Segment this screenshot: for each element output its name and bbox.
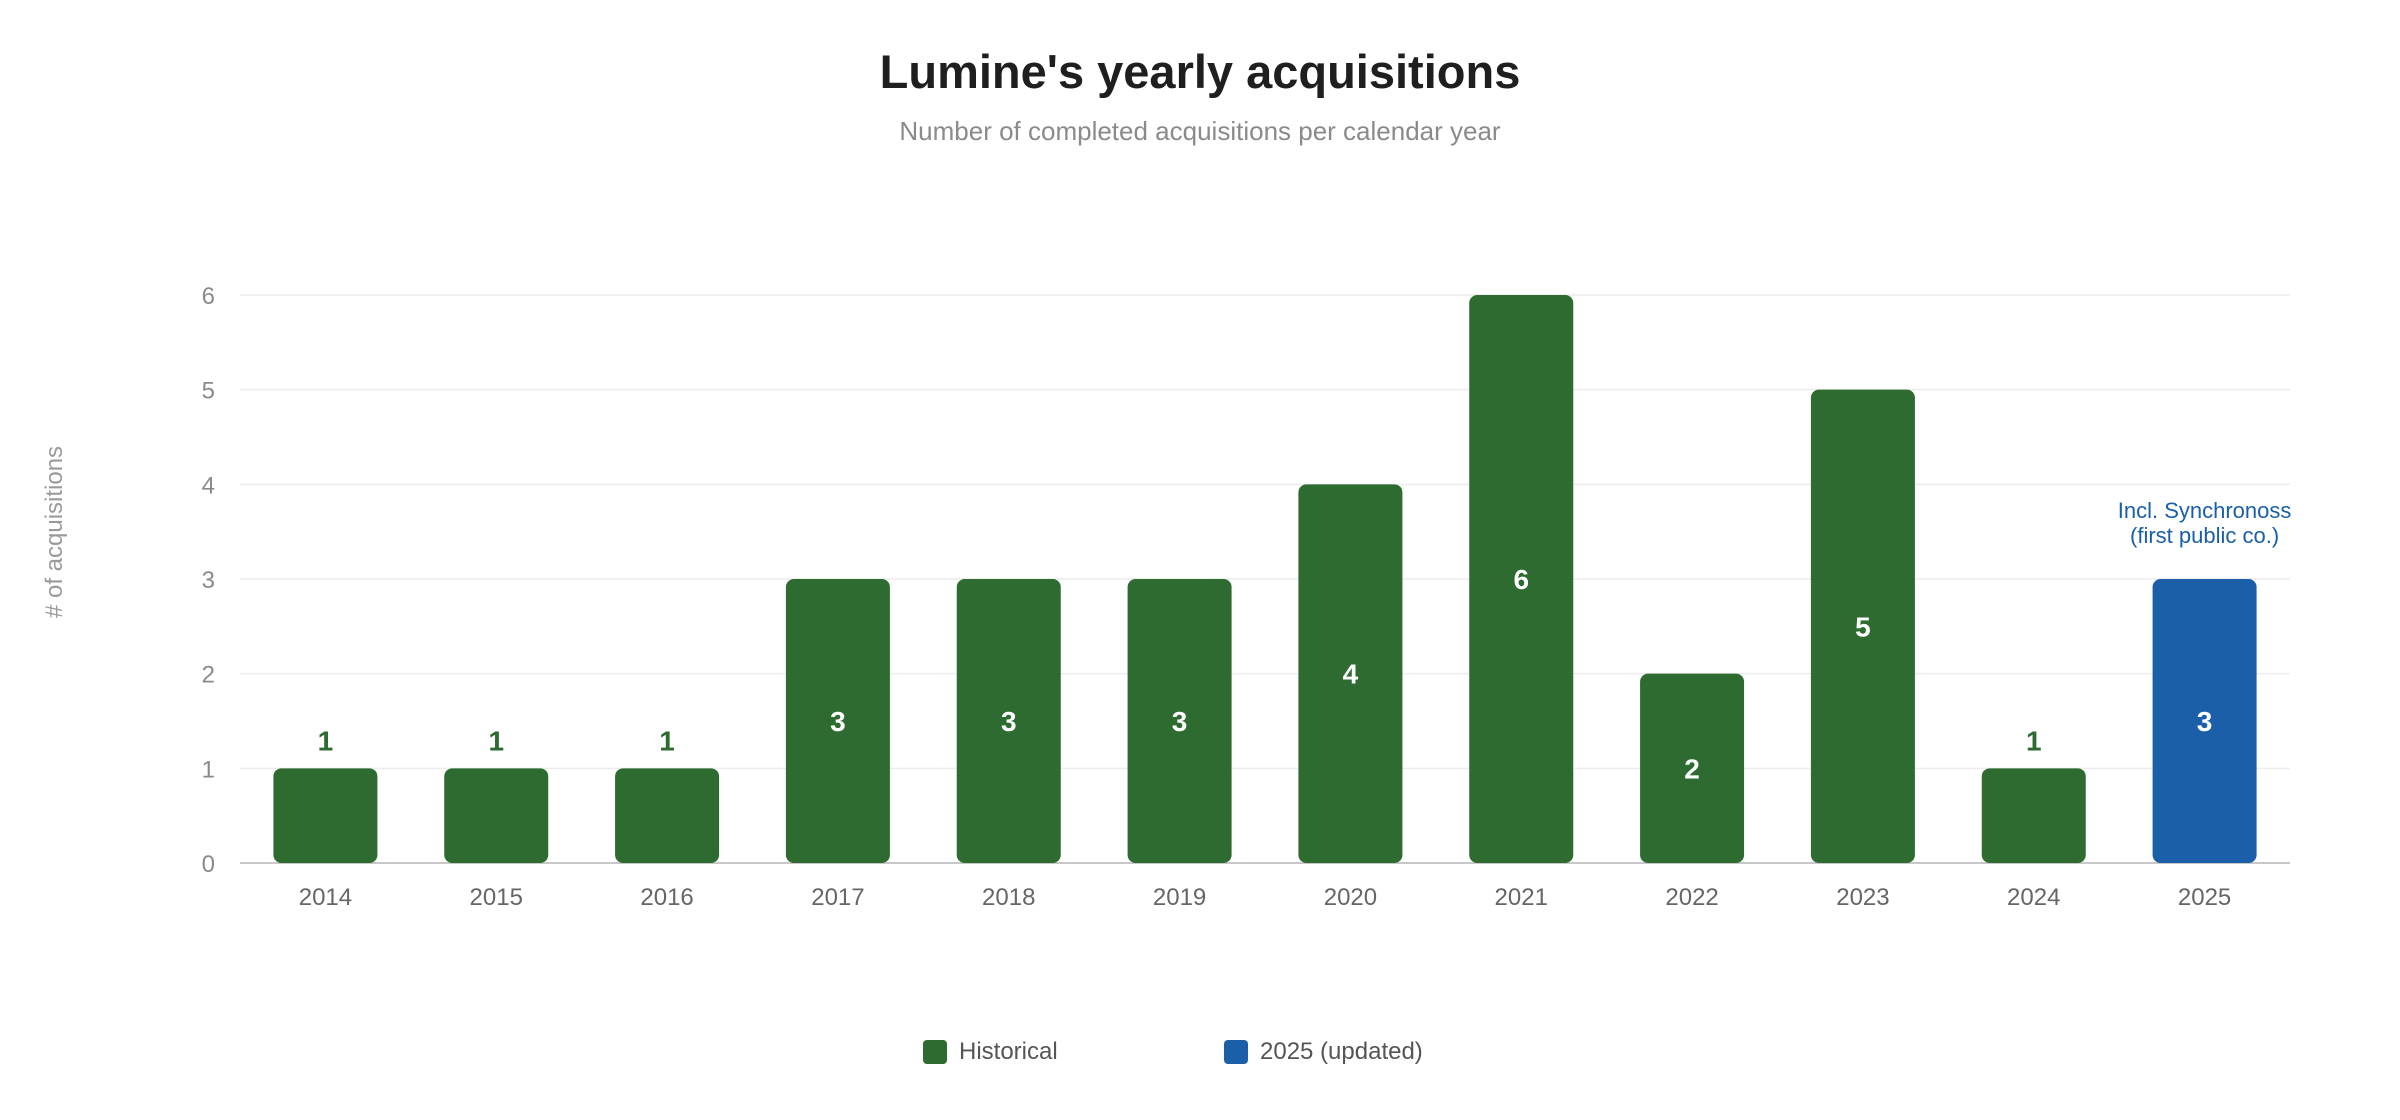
data-label-2021: 6: [1513, 564, 1529, 595]
legend-item-2025-updated[interactable]: 2025 (updated): [1224, 1038, 1423, 1066]
data-label-2017: 3: [830, 706, 846, 737]
data-label-2025: 3: [2197, 706, 2213, 737]
x-tick-label-2024: 2024: [2007, 884, 2060, 911]
bar-2020: [1298, 484, 1403, 863]
data-label-2023: 5: [1855, 611, 1871, 642]
legend-swatch-2025-updated: [1224, 1040, 1248, 1064]
legend-label-2025-updated: 2025 (updated): [1260, 1038, 1423, 1065]
x-tick-label-2021: 2021: [1495, 884, 1548, 911]
data-label-2024: 1: [2026, 725, 2042, 756]
x-tick-label-2017: 2017: [811, 884, 864, 911]
data-label-2022: 2: [1684, 753, 1700, 784]
bar-2017: [785, 579, 890, 863]
chart-title: Lumine's yearly acquisitions: [879, 45, 1521, 98]
data-label-2020: 4: [1343, 659, 1359, 690]
y-tick-label: 0: [202, 851, 215, 878]
annotation-line-1: Incl. Synchronoss: [2118, 498, 2292, 523]
legend-swatch-historical: [923, 1040, 947, 1064]
y-tick-label: 6: [202, 283, 215, 310]
x-tick-label-2018: 2018: [982, 884, 1035, 911]
y-tick-label: 4: [202, 472, 215, 499]
data-label-2016: 1: [659, 725, 675, 756]
data-label-2015: 1: [488, 725, 504, 756]
x-tick-label-2023: 2023: [1836, 884, 1889, 911]
legend-label-historical: Historical: [959, 1038, 1058, 1065]
data-label-2014: 1: [318, 725, 334, 756]
bar-2023: [1810, 389, 1915, 863]
y-tick-label: 2: [202, 662, 215, 689]
legend-item-historical[interactable]: Historical: [923, 1038, 1058, 1066]
bar-2014: [273, 768, 378, 863]
annotation-line-2: (first public co.): [2130, 523, 2279, 548]
x-tick-label-2019: 2019: [1153, 884, 1206, 911]
bar-2024: [1981, 768, 2086, 863]
bar-2018: [956, 579, 1061, 863]
x-tick-label-2014: 2014: [299, 884, 352, 911]
bar-2016: [615, 768, 720, 863]
x-tick-label-2015: 2015: [470, 884, 523, 911]
bar-2021: [1469, 295, 1574, 863]
x-tick-label-2020: 2020: [1324, 884, 1377, 911]
chart-subtitle: Number of completed acquisitions per cal…: [899, 116, 1501, 146]
y-tick-label: 3: [202, 567, 215, 594]
data-label-2019: 3: [1172, 706, 1188, 737]
y-tick-label: 5: [202, 378, 215, 405]
bar-2019: [1127, 579, 1232, 863]
x-tick-label-2016: 2016: [640, 884, 693, 911]
x-tick-label-2025: 2025: [2178, 884, 2231, 911]
data-label-2018: 3: [1001, 706, 1017, 737]
y-axis-label: # of acquisitions: [41, 446, 68, 618]
bar-2022: [1640, 673, 1745, 863]
bar-2025: [2152, 579, 2257, 863]
y-tick-label: 1: [202, 756, 215, 783]
x-tick-label-2022: 2022: [1665, 884, 1718, 911]
bar-2015: [444, 768, 549, 863]
